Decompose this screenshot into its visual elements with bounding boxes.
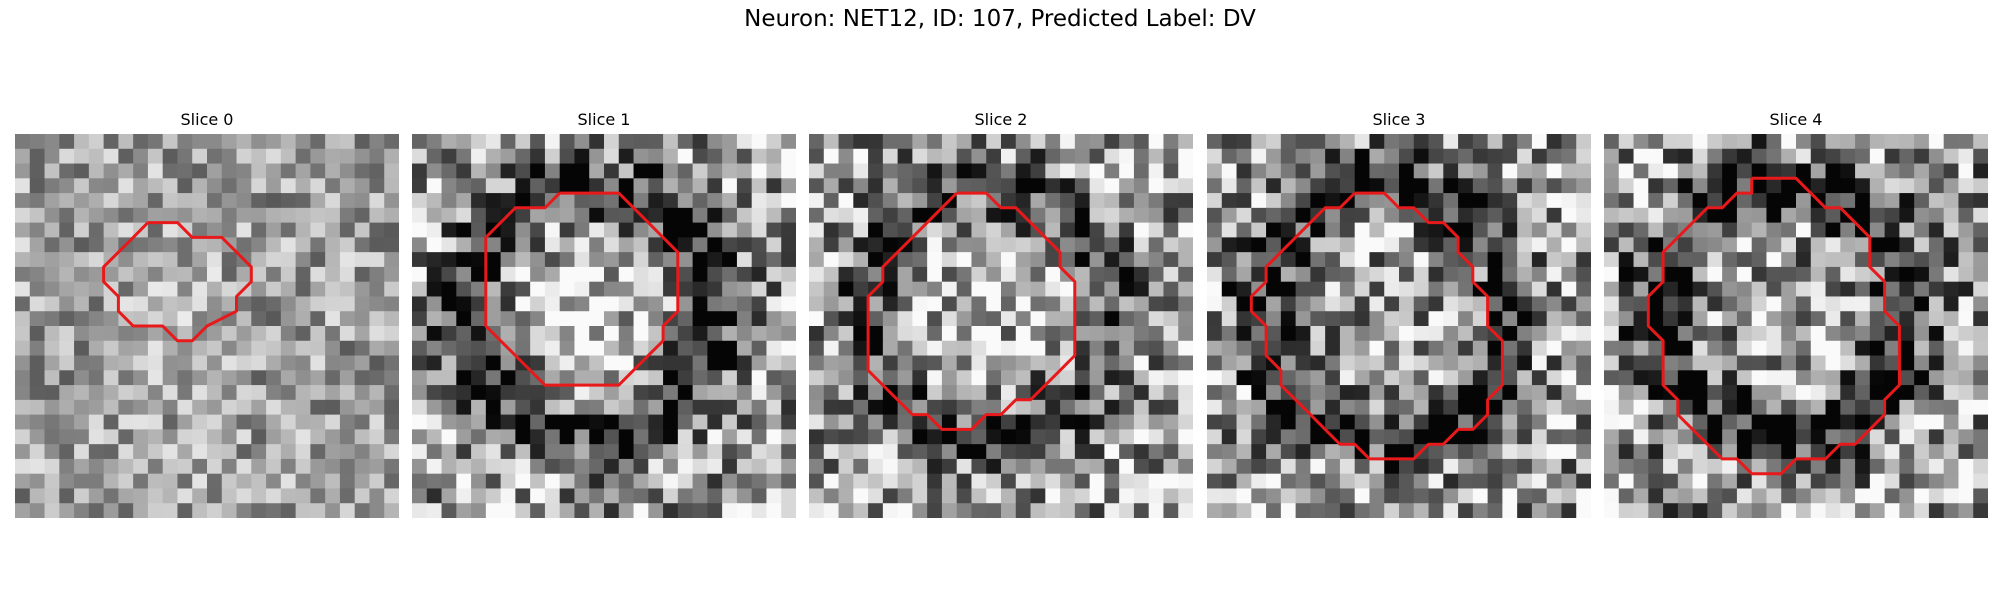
slice-panel: Slice 1 — [412, 108, 796, 518]
grayscale-slice-image — [15, 134, 399, 518]
slice-title: Slice 1 — [577, 110, 631, 129]
slice-panel: Slice 3 — [1207, 108, 1591, 518]
slice-title: Slice 0 — [180, 110, 234, 129]
slice-title: Slice 4 — [1769, 110, 1823, 129]
grayscale-slice-image — [1207, 134, 1591, 518]
figure-title: Neuron: NET12, ID: 107, Predicted Label:… — [744, 6, 1256, 32]
slice-panel: Slice 2 — [809, 108, 1193, 518]
grayscale-slice-image — [809, 134, 1193, 518]
grayscale-slice-image — [1604, 134, 1988, 518]
slice-title: Slice 2 — [974, 110, 1028, 129]
pixel-grid — [1207, 134, 1591, 518]
pixel-grid — [15, 134, 399, 518]
segmentation-contour — [102, 221, 253, 343]
grayscale-slice-image — [412, 134, 796, 518]
segmentation-contour — [1646, 176, 1901, 476]
segmentation-contour — [484, 191, 680, 387]
slice-panel: Slice 0 — [15, 108, 399, 518]
pixel-grid — [412, 134, 796, 518]
slice-title: Slice 3 — [1372, 110, 1426, 129]
segmentation-contour — [866, 191, 1077, 431]
segmentation-contour — [1249, 191, 1504, 461]
slice-panel: Slice 4 — [1604, 108, 1988, 518]
pixel-grid — [809, 134, 1193, 518]
